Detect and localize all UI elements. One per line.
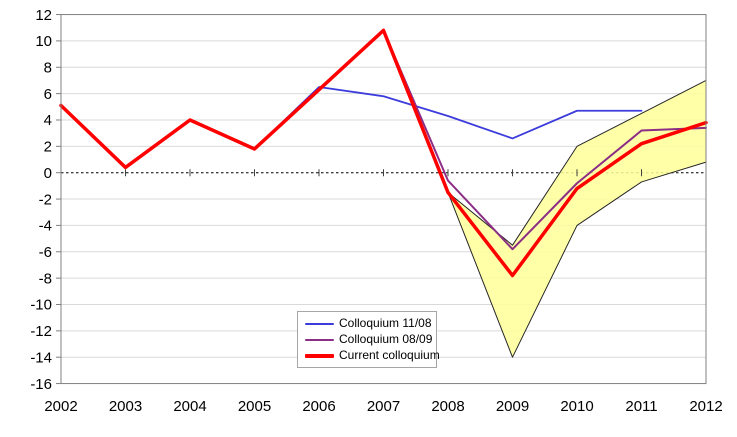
y-tick-label: 4: [44, 112, 52, 129]
chart-legend: Colloquium 11/08 Colloquium 08/09 Curren…: [297, 311, 440, 368]
legend-item-colloquium-08-09: Colloquium 08/09: [305, 332, 433, 346]
plot-border: [60, 14, 707, 385]
x-tick-label: 2010: [560, 398, 593, 415]
x-tick-label: 2003: [109, 398, 142, 415]
y-tick-label: 2: [44, 139, 52, 156]
y-tick-label: -10: [30, 297, 52, 314]
x-tick-label: 2002: [44, 398, 77, 415]
legend-line-swatch-red: [305, 353, 334, 358]
x-tick-label: 2004: [173, 398, 206, 415]
y-tick-label: -14: [30, 349, 52, 366]
y-tick-label: -8: [39, 270, 52, 287]
legend-label: Current colloquium: [339, 348, 440, 362]
x-tick-label: 2009: [496, 398, 529, 415]
y-tick-label: -6: [39, 244, 52, 261]
legend-label: Colloquium 08/09: [339, 332, 433, 346]
y-tick-label: 8: [44, 59, 52, 76]
y-tick-label: -12: [30, 323, 52, 340]
x-tick-label: 2005: [238, 398, 271, 415]
series-line-colloquium-11-08: [60, 86, 643, 169]
legend-item-current-colloquium: Current colloquium: [305, 349, 440, 362]
x-tick-label: 2012: [689, 398, 722, 415]
x-tick-label: 2007: [367, 398, 400, 415]
legend-label: Colloquium 11/08: [339, 316, 432, 330]
x-tick-label: 2006: [302, 398, 335, 415]
y-tick-label: 10: [35, 33, 52, 50]
y-tick-label: -4: [39, 218, 52, 235]
y-tick-label: 0: [44, 165, 52, 182]
y-tick-label: 6: [44, 86, 52, 103]
x-tick-label: 2011: [625, 398, 657, 415]
legend-item-colloquium-11-08: Colloquium 11/08: [305, 316, 432, 330]
uncertainty-range: [447, 79, 707, 358]
series-line-current-colloquium: [59, 28, 708, 278]
x-tick-label: 2008: [431, 398, 464, 415]
legend-line-swatch-plum: [305, 338, 334, 341]
legend-line-swatch-blue: [305, 322, 334, 325]
y-tick-label: -16: [30, 376, 52, 393]
y-tick-label: 12: [35, 7, 52, 24]
y-tick-label: -2: [39, 191, 52, 208]
